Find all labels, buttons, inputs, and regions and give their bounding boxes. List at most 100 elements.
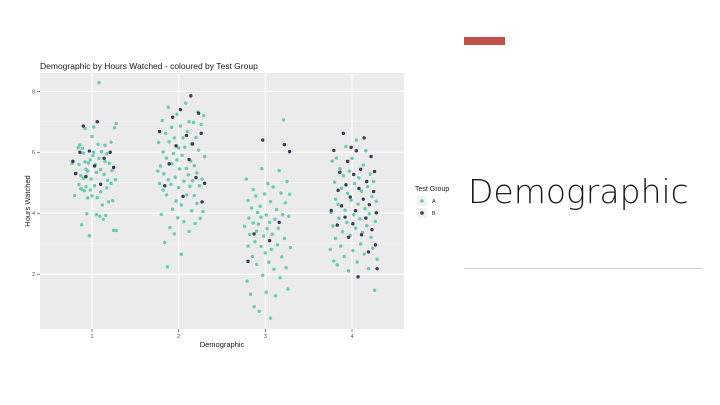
- data-point-a: [180, 153, 184, 157]
- data-point-a: [166, 105, 170, 109]
- data-point-b: [349, 145, 353, 150]
- data-point-a: [157, 181, 162, 186]
- data-point-a: [170, 162, 174, 166]
- data-point-a: [184, 193, 189, 197]
- data-point-a: [371, 246, 375, 250]
- data-point-a: [248, 232, 252, 237]
- data-point-a: [336, 202, 340, 207]
- data-point-b: [199, 131, 203, 136]
- data-point-a: [277, 168, 281, 173]
- data-point-a: [166, 177, 170, 182]
- data-point-b: [348, 195, 352, 199]
- data-point-a: [178, 124, 183, 128]
- data-point-a: [113, 177, 118, 182]
- data-point-a: [334, 156, 339, 160]
- data-point-a: [102, 172, 106, 177]
- data-point-a: [182, 220, 186, 224]
- data-point-a: [109, 181, 113, 186]
- data-point-a: [282, 236, 287, 241]
- data-point-a: [331, 224, 335, 228]
- data-point-a: [198, 216, 203, 221]
- data-point-b: [372, 169, 377, 174]
- data-point-a: [114, 121, 118, 126]
- data-point-a: [267, 260, 271, 264]
- data-point-a: [253, 240, 257, 244]
- data-point-b: [335, 223, 339, 227]
- data-point-a: [94, 170, 99, 175]
- data-point-a: [187, 120, 191, 124]
- data-point-a: [106, 200, 111, 204]
- data-point-a: [366, 266, 371, 271]
- data-point-a: [78, 143, 82, 147]
- y-axis-label: Hours Watched: [23, 175, 32, 226]
- data-point-a: [283, 201, 287, 205]
- data-point-a: [90, 134, 94, 139]
- data-point-b: [277, 220, 281, 225]
- data-point-a: [98, 167, 103, 172]
- data-point-a: [245, 279, 249, 283]
- data-point-a: [337, 216, 341, 221]
- data-point-a: [72, 193, 77, 198]
- data-point-a: [343, 208, 347, 212]
- data-point-a: [260, 166, 264, 171]
- data-point-a: [255, 210, 260, 215]
- data-point-a: [192, 193, 196, 198]
- data-point-a: [77, 182, 81, 187]
- data-point-a: [99, 149, 104, 154]
- data-point-a: [79, 174, 83, 178]
- data-point-a: [338, 166, 342, 171]
- data-point-b: [341, 131, 346, 136]
- data-point-b: [174, 144, 178, 148]
- data-point-a: [362, 252, 366, 256]
- data-point-a: [248, 292, 253, 296]
- data-point-a: [344, 144, 348, 149]
- data-point-a: [261, 234, 266, 238]
- data-point-a: [85, 169, 90, 173]
- data-point-b: [351, 222, 355, 226]
- data-point-b: [361, 197, 365, 201]
- data-point-b: [367, 202, 372, 207]
- x-axis-label: Demographic: [200, 340, 245, 349]
- data-point-a: [254, 194, 258, 198]
- data-point-a: [176, 185, 181, 190]
- title-divider: [464, 268, 702, 269]
- data-point-b: [287, 149, 292, 154]
- data-point-a: [195, 171, 199, 175]
- plot-panel: [40, 73, 404, 329]
- axis-layer: 2 4 6 8 1 2 3 4: [32, 89, 354, 340]
- data-point-b: [157, 129, 162, 134]
- data-point-a: [252, 305, 256, 309]
- data-point-b: [252, 232, 256, 236]
- data-point-a: [82, 188, 86, 193]
- points-layer: [70, 81, 379, 320]
- data-point-a: [107, 161, 112, 165]
- accent-bar: [464, 37, 505, 45]
- data-point-a: [190, 179, 195, 183]
- data-point-a: [266, 181, 270, 186]
- data-point-b: [338, 170, 342, 175]
- data-point-a: [259, 244, 263, 249]
- data-point-b: [358, 167, 363, 172]
- data-point-a: [359, 189, 364, 193]
- data-point-b: [370, 227, 374, 232]
- data-point-a: [275, 243, 280, 247]
- data-point-a: [164, 156, 169, 160]
- data-point-a: [174, 199, 178, 203]
- data-point-a: [105, 152, 109, 156]
- data-point-a: [340, 230, 345, 234]
- data-point-a: [356, 202, 360, 206]
- data-point-a: [176, 146, 181, 150]
- x-tick-label: 1: [90, 334, 93, 340]
- data-point-a: [371, 179, 376, 184]
- data-point-a: [160, 118, 164, 123]
- data-point-a: [97, 81, 101, 85]
- data-point-a: [342, 254, 346, 259]
- data-point-b: [163, 184, 167, 188]
- data-point-a: [264, 290, 268, 294]
- data-point-a: [279, 191, 283, 195]
- data-point-a: [89, 177, 93, 181]
- data-point-a: [114, 228, 118, 233]
- data-point-b: [362, 136, 366, 140]
- data-point-a: [284, 266, 288, 270]
- data-point-b: [354, 149, 359, 153]
